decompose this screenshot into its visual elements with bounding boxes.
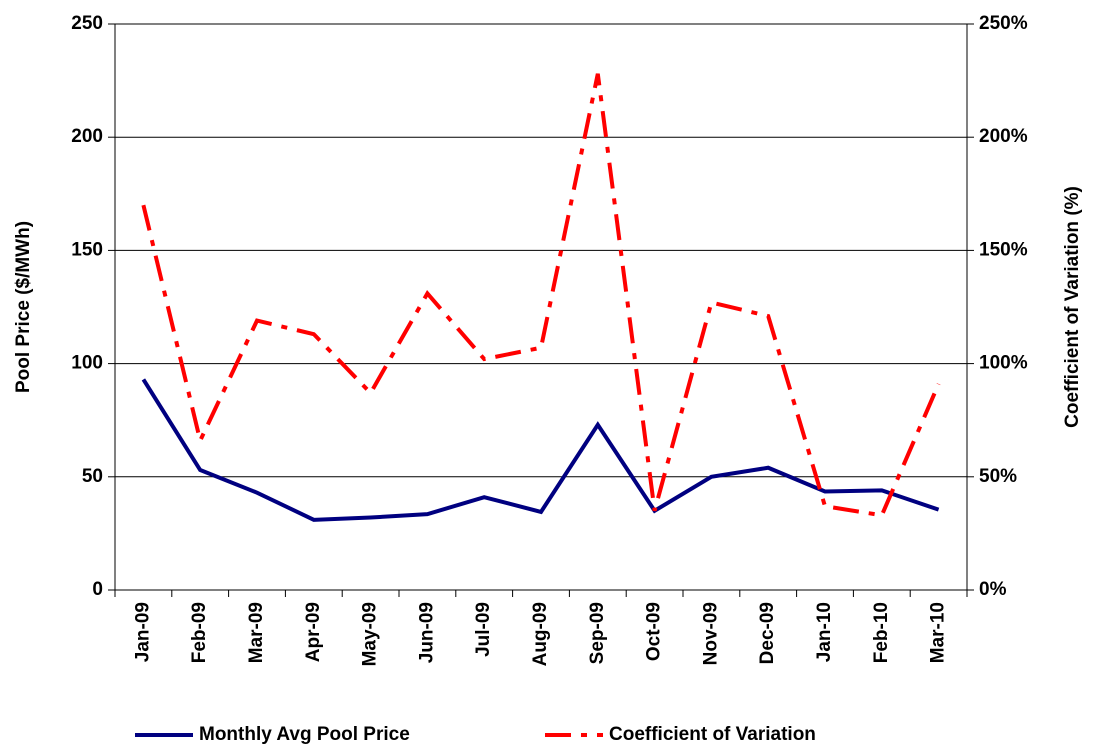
x-tick-label: Oct-09 (644, 602, 665, 661)
x-tick-label: Dec-09 (757, 602, 778, 664)
x-tick-label: Nov-09 (700, 602, 721, 665)
y-axis-label: Pool Price ($/MWh) (13, 221, 34, 393)
y-tick-label: 100 (71, 353, 103, 374)
x-tick-label: Apr-09 (303, 602, 324, 662)
y2-tick-label: 100% (979, 353, 1028, 374)
y-tick-label: 200 (71, 126, 103, 147)
y2-axis-label: Coefficient of Variation (%) (1062, 186, 1083, 428)
legend-label: Monthly Avg Pool Price (199, 724, 410, 745)
y-tick-label: 50 (82, 466, 103, 487)
x-tick-label: Aug-09 (530, 602, 551, 666)
series-line (141, 73, 941, 518)
y2-tick-label: 200% (979, 126, 1028, 147)
x-tick-label: Jan-09 (132, 602, 153, 662)
x-tick-label: Mar-09 (246, 602, 267, 663)
legend-label: Coefficient of Variation (609, 724, 816, 745)
y2-tick-label: 150% (979, 239, 1028, 260)
x-tick-label: Feb-10 (871, 602, 892, 663)
x-tick-label: Jan-10 (814, 602, 835, 662)
x-tick-label: Feb-09 (189, 602, 210, 663)
y2-tick-label: 250% (979, 13, 1028, 34)
y2-tick-label: 50% (979, 466, 1017, 487)
y-tick-label: 0 (92, 579, 103, 600)
y-tick-label: 150 (71, 239, 103, 260)
y2-tick-label: 0% (979, 579, 1007, 600)
x-tick-label: Sep-09 (587, 602, 608, 664)
x-tick-label: Jun-09 (416, 602, 437, 663)
y-tick-label: 250 (71, 13, 103, 34)
x-tick-label: May-09 (360, 602, 381, 666)
x-tick-label: Mar-10 (928, 602, 949, 663)
x-tick-label: Jul-09 (473, 602, 494, 657)
series-line (141, 378, 940, 522)
